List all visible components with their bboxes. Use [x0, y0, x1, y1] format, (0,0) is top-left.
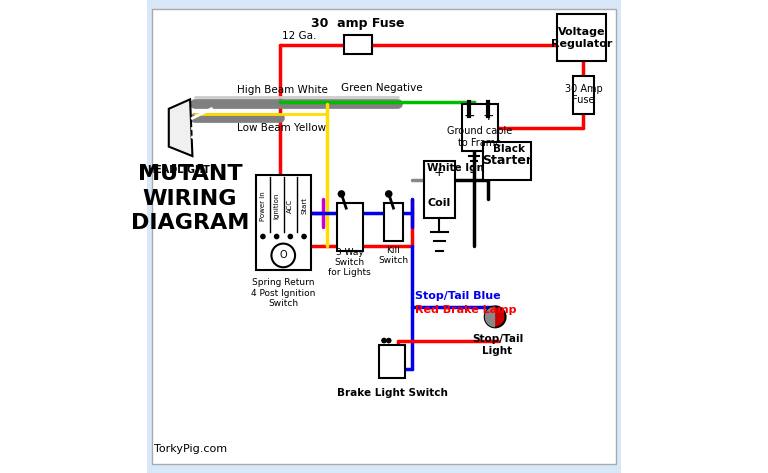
Circle shape: [386, 338, 392, 343]
Text: +: +: [434, 166, 445, 179]
Text: ACC: ACC: [287, 199, 293, 213]
FancyBboxPatch shape: [384, 203, 403, 241]
FancyBboxPatch shape: [483, 142, 531, 180]
Text: Power In: Power In: [260, 191, 266, 220]
Text: TorkyPig.com: TorkyPig.com: [154, 444, 227, 454]
Text: +: +: [482, 109, 494, 123]
Text: −: −: [463, 109, 475, 123]
Text: Stop/Tail
Light: Stop/Tail Light: [472, 334, 523, 356]
FancyBboxPatch shape: [557, 14, 606, 61]
Circle shape: [287, 234, 293, 239]
Text: Spring Return
4 Post Ignition
Switch: Spring Return 4 Post Ignition Switch: [251, 278, 316, 308]
Text: HEADLIGHT: HEADLIGHT: [147, 165, 210, 175]
Circle shape: [338, 190, 345, 198]
Text: Brake Light Switch: Brake Light Switch: [336, 387, 448, 398]
FancyBboxPatch shape: [257, 175, 311, 270]
FancyBboxPatch shape: [462, 104, 498, 151]
Text: Coil: Coil: [428, 198, 451, 209]
Circle shape: [271, 244, 295, 267]
Text: Black: Black: [493, 144, 525, 154]
FancyBboxPatch shape: [424, 161, 455, 218]
FancyBboxPatch shape: [336, 203, 362, 251]
Circle shape: [301, 234, 307, 239]
Text: White Ign: White Ign: [426, 163, 484, 173]
Text: 3 Way
Switch
for Lights: 3 Way Switch for Lights: [328, 247, 371, 278]
FancyBboxPatch shape: [573, 76, 594, 114]
Text: Ground cable
to Frame: Ground cable to Frame: [447, 126, 512, 148]
Text: 12 Ga.: 12 Ga.: [283, 31, 316, 42]
Circle shape: [273, 234, 280, 239]
Text: Voltage
Regulator: Voltage Regulator: [551, 27, 612, 49]
Circle shape: [485, 307, 505, 327]
Text: Starter: Starter: [482, 154, 532, 167]
Text: 30 Amp
Fuse: 30 Amp Fuse: [564, 84, 602, 105]
Text: O: O: [280, 250, 287, 261]
Text: Kill
Switch: Kill Switch: [379, 245, 409, 265]
Text: 30  amp Fuse: 30 amp Fuse: [311, 17, 405, 30]
FancyBboxPatch shape: [379, 345, 406, 378]
Text: Green Negative: Green Negative: [342, 82, 423, 93]
Text: Red Brake Lamp: Red Brake Lamp: [415, 305, 516, 315]
Text: Stop/Tail Blue: Stop/Tail Blue: [415, 290, 501, 301]
Polygon shape: [169, 99, 193, 156]
Circle shape: [381, 338, 387, 343]
Circle shape: [385, 190, 392, 198]
Text: MUTANT
WIRING
DIAGRAM: MUTANT WIRING DIAGRAM: [131, 164, 250, 234]
Wedge shape: [485, 307, 495, 327]
Text: High Beam White: High Beam White: [237, 85, 328, 95]
Text: Low Beam Yellow: Low Beam Yellow: [237, 123, 326, 133]
Circle shape: [260, 234, 266, 239]
Text: Ignition: Ignition: [273, 193, 280, 219]
Text: Start: Start: [301, 197, 307, 214]
FancyBboxPatch shape: [344, 35, 372, 54]
